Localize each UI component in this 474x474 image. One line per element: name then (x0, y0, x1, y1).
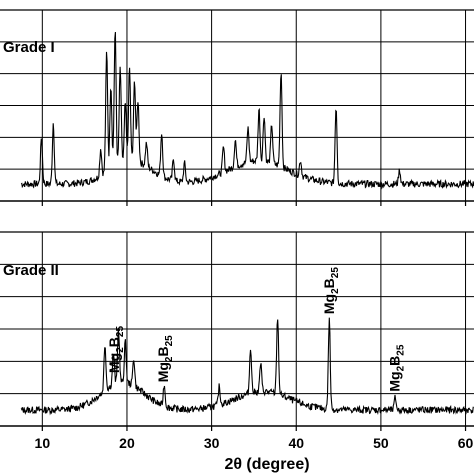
panel-grade-2: Grade II Mg2B25 Mg2B25 Mg2B25 Mg2B25 (0, 231, 474, 431)
xrd-pattern-line (20, 317, 474, 416)
xrd-pattern-line (20, 31, 474, 190)
x-tick-label: 40 (288, 435, 304, 451)
x-tick-label: 30 (204, 435, 220, 451)
x-tick-label: 10 (35, 435, 51, 451)
x-tick-label: 50 (373, 435, 389, 451)
peak-annotation: Mg2B25 (321, 267, 341, 314)
peak-annotation: Mg2B25 (386, 344, 406, 391)
peak-annotation: Mg2B25 (155, 335, 175, 382)
panel-grade-1: Grade I (0, 9, 474, 206)
panel-label: Grade II (3, 262, 59, 279)
panel-label: Grade I (3, 39, 55, 56)
x-axis: 10 20 30 40 50 60 (35, 435, 474, 451)
peak-annotation: Mg2B25 (106, 326, 126, 373)
x-tick-label: 20 (119, 435, 135, 451)
x-tick-label: 60 (458, 435, 474, 451)
x-axis-title: 2θ (degree) (224, 456, 309, 473)
